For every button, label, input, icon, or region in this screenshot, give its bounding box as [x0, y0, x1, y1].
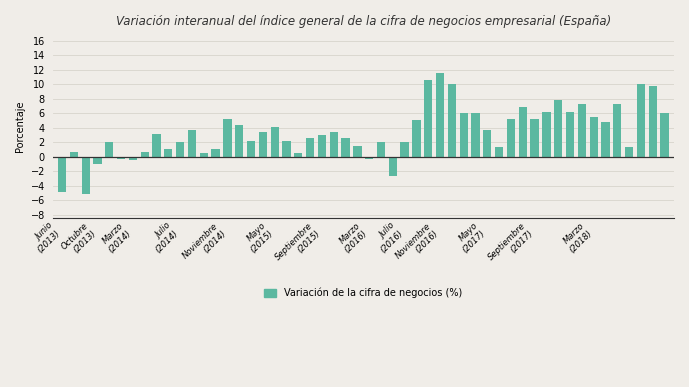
Y-axis label: Porcentaje: Porcentaje [15, 100, 25, 152]
Bar [601, 122, 610, 157]
Legend: Variación de la cifra de negocios (%): Variación de la cifra de negocios (%) [260, 284, 466, 302]
Bar [519, 107, 527, 157]
Bar [566, 112, 574, 157]
Bar [531, 119, 539, 157]
Bar [188, 130, 196, 157]
Bar [648, 86, 657, 157]
Bar [436, 73, 444, 157]
Bar [329, 132, 338, 157]
Bar [176, 142, 184, 157]
Bar [471, 113, 480, 157]
Bar [282, 141, 291, 157]
Bar [507, 119, 515, 157]
Bar [590, 117, 598, 157]
Bar [412, 120, 420, 157]
Title: Variación interanual del índice general de la cifra de negocios empresarial (Esp: Variación interanual del índice general … [116, 15, 611, 28]
Bar [483, 130, 491, 157]
Bar [495, 147, 503, 157]
Bar [200, 153, 208, 157]
Bar [318, 135, 326, 157]
Bar [365, 157, 373, 159]
Bar [542, 112, 551, 157]
Bar [117, 157, 125, 159]
Bar [294, 153, 302, 157]
Bar [247, 141, 255, 157]
Bar [58, 157, 66, 192]
Bar [259, 132, 267, 157]
Bar [141, 152, 149, 157]
Bar [661, 113, 669, 157]
Bar [460, 113, 468, 157]
Bar [212, 149, 220, 157]
Bar [70, 152, 78, 157]
Bar [342, 138, 350, 157]
Bar [306, 138, 314, 157]
Bar [389, 157, 397, 176]
Bar [271, 127, 279, 157]
Bar [93, 157, 101, 164]
Bar [625, 147, 633, 157]
Bar [152, 134, 161, 157]
Bar [353, 146, 362, 157]
Bar [164, 149, 172, 157]
Bar [377, 142, 385, 157]
Bar [424, 80, 433, 157]
Bar [448, 84, 456, 157]
Bar [637, 84, 645, 157]
Bar [577, 104, 586, 157]
Bar [613, 104, 621, 157]
Bar [400, 142, 409, 157]
Bar [129, 157, 137, 160]
Bar [105, 142, 114, 157]
Bar [223, 119, 232, 157]
Bar [81, 157, 90, 194]
Bar [554, 100, 562, 157]
Bar [235, 125, 243, 157]
